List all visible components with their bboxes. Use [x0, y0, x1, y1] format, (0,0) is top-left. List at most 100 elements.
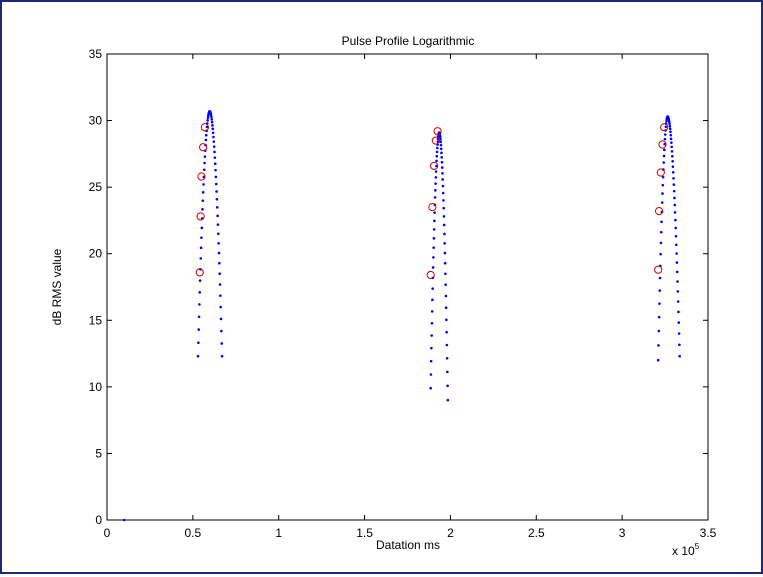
- data-point: [220, 354, 224, 358]
- data-point: [204, 133, 208, 137]
- data-point: [445, 343, 449, 347]
- chart-title: Pulse Profile Logarithmic: [342, 34, 475, 48]
- circle-marker: [428, 203, 437, 212]
- x-axis-label: Datation ms: [376, 538, 440, 552]
- data-point: [206, 116, 210, 119]
- data-point: [212, 145, 216, 148]
- data-point: [433, 219, 436, 223]
- data-point: [197, 328, 200, 331]
- data-point: [672, 177, 675, 180]
- data-point: [444, 294, 448, 298]
- data-point: [658, 302, 661, 305]
- x-tick-label: 0: [104, 526, 111, 540]
- x-tick-label: 1: [275, 526, 282, 540]
- data-point: [663, 148, 666, 152]
- data-point: [219, 317, 223, 321]
- data-point: [436, 140, 440, 143]
- data-point: [444, 306, 448, 309]
- data-point: [214, 175, 218, 179]
- data-point: [434, 170, 438, 173]
- data-point: [443, 261, 447, 265]
- data-point: [445, 318, 448, 322]
- x-exponent-power: 5: [695, 542, 700, 551]
- data-point: [214, 168, 217, 172]
- data-point: [198, 291, 202, 294]
- data-point: [212, 135, 215, 139]
- data-point: [659, 230, 663, 234]
- data-point: [675, 261, 679, 264]
- data-point: [435, 164, 438, 168]
- data-point: [672, 189, 676, 193]
- circle-marker: [658, 140, 667, 149]
- data-point: [432, 256, 435, 259]
- data-point: [215, 206, 219, 209]
- data-point: [431, 298, 434, 302]
- data-point: [445, 356, 449, 360]
- data-point: [668, 122, 671, 126]
- data-point: [677, 332, 681, 335]
- circle-marker: [656, 168, 665, 177]
- data-point: [674, 218, 677, 222]
- data-point: [661, 192, 664, 195]
- data-point: [660, 201, 664, 204]
- y-tick-label: 15: [89, 313, 103, 327]
- data-point: [432, 237, 436, 240]
- x-tick-label: 2.5: [528, 526, 545, 540]
- data-point: [446, 398, 450, 402]
- data-point: [196, 354, 200, 358]
- data-point: [203, 155, 207, 158]
- data-point: [441, 178, 445, 181]
- data-point: [198, 303, 201, 306]
- y-tick-label: 35: [89, 47, 103, 61]
- data-point: [429, 373, 433, 376]
- data-point: [218, 261, 221, 265]
- data-point: [216, 223, 220, 226]
- data-point: [657, 315, 661, 319]
- data-point: [443, 232, 446, 236]
- data-point: [677, 310, 680, 314]
- data-point: [203, 161, 206, 165]
- data-point: [670, 150, 674, 153]
- data-point: [440, 151, 443, 155]
- circle-marker: [426, 270, 435, 280]
- data-point: [662, 161, 666, 164]
- data-point: [438, 135, 442, 139]
- data-point: [676, 290, 680, 293]
- data-point: [663, 133, 667, 136]
- data-point: [435, 159, 438, 163]
- data-point: [220, 329, 223, 333]
- data-point: [210, 115, 213, 119]
- y-tick-label: 0: [95, 513, 102, 527]
- data-point: [429, 359, 433, 363]
- data-point: [441, 191, 445, 195]
- data-point: [672, 183, 676, 186]
- data-point: [662, 154, 666, 158]
- y-tick-label: 25: [89, 180, 103, 194]
- data-point: [218, 272, 221, 276]
- x-tick-label: 3.5: [700, 526, 717, 540]
- data-point: [658, 276, 662, 280]
- data-point: [444, 283, 447, 286]
- data-point: [676, 280, 679, 283]
- data-point: [431, 287, 434, 290]
- y-tick-label: 20: [89, 247, 103, 261]
- data-point: [202, 168, 206, 172]
- data-series: [122, 109, 681, 522]
- circle-marker: [197, 172, 206, 181]
- data-point: [212, 140, 216, 143]
- data-point: [678, 343, 681, 347]
- data-point: [670, 145, 673, 149]
- data-point: [219, 305, 222, 309]
- data-point: [430, 321, 434, 325]
- data-point: [676, 300, 680, 303]
- data-point: [442, 199, 445, 202]
- data-point: [431, 266, 435, 269]
- data-point: [217, 241, 220, 245]
- data-point: [443, 251, 447, 255]
- data-point: [442, 223, 446, 227]
- data-point: [674, 234, 678, 238]
- data-point: [661, 175, 665, 179]
- data-point: [440, 156, 444, 159]
- data-point: [198, 279, 202, 282]
